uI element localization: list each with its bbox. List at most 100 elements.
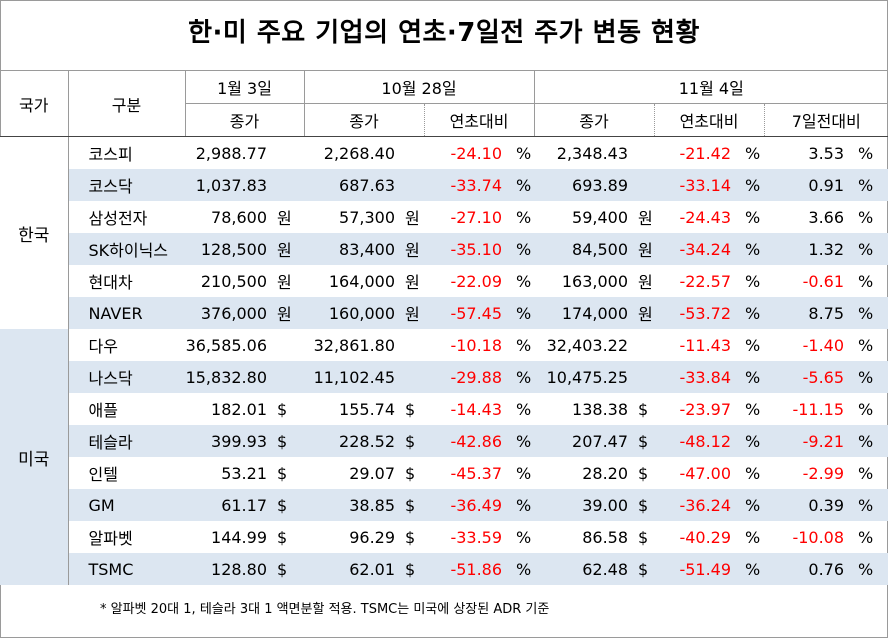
table-row: 미국 다우 36,585.06 32,861.80 -10.18% 32,403.22 -1… bbox=[0, 329, 888, 585]
nov4-ytd-pct: % bbox=[745, 399, 761, 419]
nov4-ytd-pct: % bbox=[745, 335, 761, 355]
oct28-unit: $ bbox=[399, 489, 425, 521]
oct28-unit: 원 bbox=[405, 273, 420, 292]
nov4-7d-pct: % bbox=[858, 335, 874, 355]
nov4-unit bbox=[632, 137, 654, 170]
nov4-close: 207.47 bbox=[534, 425, 633, 457]
table-row: 인텔 53.21 $29.07 $ -45.37% 28.20 $ -47.00% -2.99% bbox=[0, 457, 888, 489]
oct28-ytd: -33.74 bbox=[424, 169, 507, 201]
jan3-close: 128,500 bbox=[185, 233, 271, 265]
nov4-7d: -5.65 bbox=[764, 361, 849, 393]
row-name: 현대차 bbox=[88, 273, 133, 292]
oct28-close: 83,400 bbox=[304, 233, 400, 265]
nov4-ytd: -36.24 bbox=[654, 489, 736, 521]
oct28-close: 164,000 bbox=[328, 271, 396, 291]
oct28-unit: 원 bbox=[399, 233, 425, 265]
jan3-close: 15,832.80 bbox=[185, 361, 271, 393]
oct28-unit bbox=[399, 137, 424, 170]
nov4-ytd: -34.24 bbox=[654, 233, 736, 265]
nov4-7d: -9.21 bbox=[764, 425, 849, 457]
table-row: 현대차 210,500 원 164,000 원 -22.09% 163,000 원 -22.57… bbox=[0, 265, 888, 297]
jan3-unit: $ bbox=[271, 425, 305, 457]
nov4-7d: 0.91 bbox=[764, 169, 849, 201]
jan3-unit: 원 bbox=[277, 209, 292, 228]
oct28-unit: $ bbox=[405, 463, 416, 483]
jan3-close: 36,585.06 bbox=[185, 335, 267, 355]
oct28-ytd-pct: % bbox=[516, 399, 532, 419]
oct28-close: 29.07 bbox=[349, 463, 396, 483]
nov4-7d-pct: % bbox=[848, 233, 888, 265]
nov4-unit bbox=[632, 329, 654, 361]
jan3-unit: 원 bbox=[271, 233, 305, 265]
oct28-ytd-pct: % bbox=[506, 169, 535, 201]
nov4-close: 62.48 bbox=[534, 553, 633, 585]
nov4-7d-pct: % bbox=[848, 425, 888, 457]
nov4-7d: 1.32 bbox=[764, 233, 849, 265]
nov4-7d-pct: % bbox=[858, 271, 874, 291]
nov4-ytd-pct: % bbox=[745, 207, 761, 227]
nov4-7d: -1.40 bbox=[802, 335, 845, 355]
nov4-close: 39.00 bbox=[534, 489, 633, 521]
oct28-unit: $ bbox=[405, 527, 416, 547]
table-row: 삼성전자 78,600 원 57,300 원 -27.10% 59,400 원 -24.43% 3… bbox=[0, 201, 888, 233]
nov4-ytd: -22.57 bbox=[679, 271, 732, 291]
jan3-unit: 원 bbox=[271, 297, 305, 329]
oct28-ytd: -33.59 bbox=[450, 527, 503, 547]
oct28-unit bbox=[399, 361, 425, 393]
oct28-ytd-pct: % bbox=[506, 425, 535, 457]
nov4-ytd: -48.12 bbox=[654, 425, 736, 457]
nov4-close: 84,500 bbox=[534, 233, 633, 265]
header-country: 국가 bbox=[0, 70, 69, 137]
nov4-7d: 8.75 bbox=[764, 297, 849, 329]
oct28-close: 11,102.45 bbox=[304, 361, 400, 393]
jan3-unit: $ bbox=[271, 553, 305, 585]
oct28-close: 160,000 bbox=[304, 297, 400, 329]
nov4-7d-pct: % bbox=[858, 399, 874, 419]
nov4-ytd-pct: % bbox=[745, 463, 761, 483]
nov4-unit bbox=[632, 361, 655, 393]
nov4-unit: $ bbox=[632, 425, 655, 457]
country-usa: 미국 bbox=[0, 329, 69, 585]
oct28-unit: 원 bbox=[399, 297, 425, 329]
jan3-close: 1,037.83 bbox=[185, 169, 271, 201]
row-name: 코스닥 bbox=[68, 169, 185, 201]
nov4-close: 2,348.43 bbox=[556, 143, 629, 163]
oct28-ytd: -27.10 bbox=[450, 207, 503, 227]
oct28-close: 96.29 bbox=[349, 527, 396, 547]
header-oct28-close: 종가 bbox=[304, 103, 425, 137]
table-row: 알파벳 144.99 $96.29 $ -33.59% 86.58 $ -40.29% -10.… bbox=[0, 521, 888, 553]
nov4-7d: 0.76 bbox=[764, 553, 849, 585]
nov4-7d-pct: % bbox=[848, 297, 888, 329]
nov4-7d-pct: % bbox=[858, 207, 874, 227]
header-oct28-ytd: 연초대비 bbox=[423, 103, 535, 137]
oct28-close: 32,861.80 bbox=[313, 335, 396, 355]
nov4-ytd-pct: % bbox=[735, 169, 765, 201]
jan3-unit bbox=[271, 169, 305, 201]
jan3-close: 144.99 bbox=[211, 527, 267, 547]
nov4-7d: -11.15 bbox=[792, 399, 845, 419]
nov4-close: 138.38 bbox=[572, 399, 629, 419]
row-name: NAVER bbox=[68, 297, 185, 329]
nov4-unit: 원 bbox=[638, 273, 653, 292]
oct28-close: 62.01 bbox=[304, 553, 400, 585]
oct28-unit: 원 bbox=[405, 209, 420, 228]
nov4-ytd-pct: % bbox=[745, 271, 761, 291]
row-name: SK하이닉스 bbox=[68, 233, 185, 265]
row-name: 코스피 bbox=[88, 145, 133, 164]
header-nov4-ytd: 연초대비 bbox=[653, 103, 765, 137]
nov4-7d-pct: % bbox=[858, 143, 874, 163]
oct28-close: 38.85 bbox=[304, 489, 400, 521]
nov4-unit: $ bbox=[638, 399, 649, 419]
row-name: 다우 bbox=[88, 337, 118, 356]
jan3-unit: 원 bbox=[277, 273, 292, 292]
table-row: 한국 코스피 2,988.77 2,268.40 -24.10% 2,348.43 -21.… bbox=[0, 136, 888, 329]
nov4-ytd-pct: % bbox=[735, 425, 765, 457]
oct28-ytd-pct: % bbox=[506, 553, 535, 585]
nov4-unit: 원 bbox=[632, 233, 655, 265]
nov4-7d: 3.66 bbox=[808, 207, 845, 227]
oct28-ytd: -29.88 bbox=[424, 361, 507, 393]
nov4-ytd-pct: % bbox=[735, 489, 765, 521]
stock-table: 국가 구분 1월 3일 10월 28일 11월 4일 종가 종가 연초대비 종가… bbox=[0, 70, 888, 585]
row-name: 테슬라 bbox=[68, 425, 185, 457]
oct28-ytd-pct: % bbox=[516, 463, 532, 483]
